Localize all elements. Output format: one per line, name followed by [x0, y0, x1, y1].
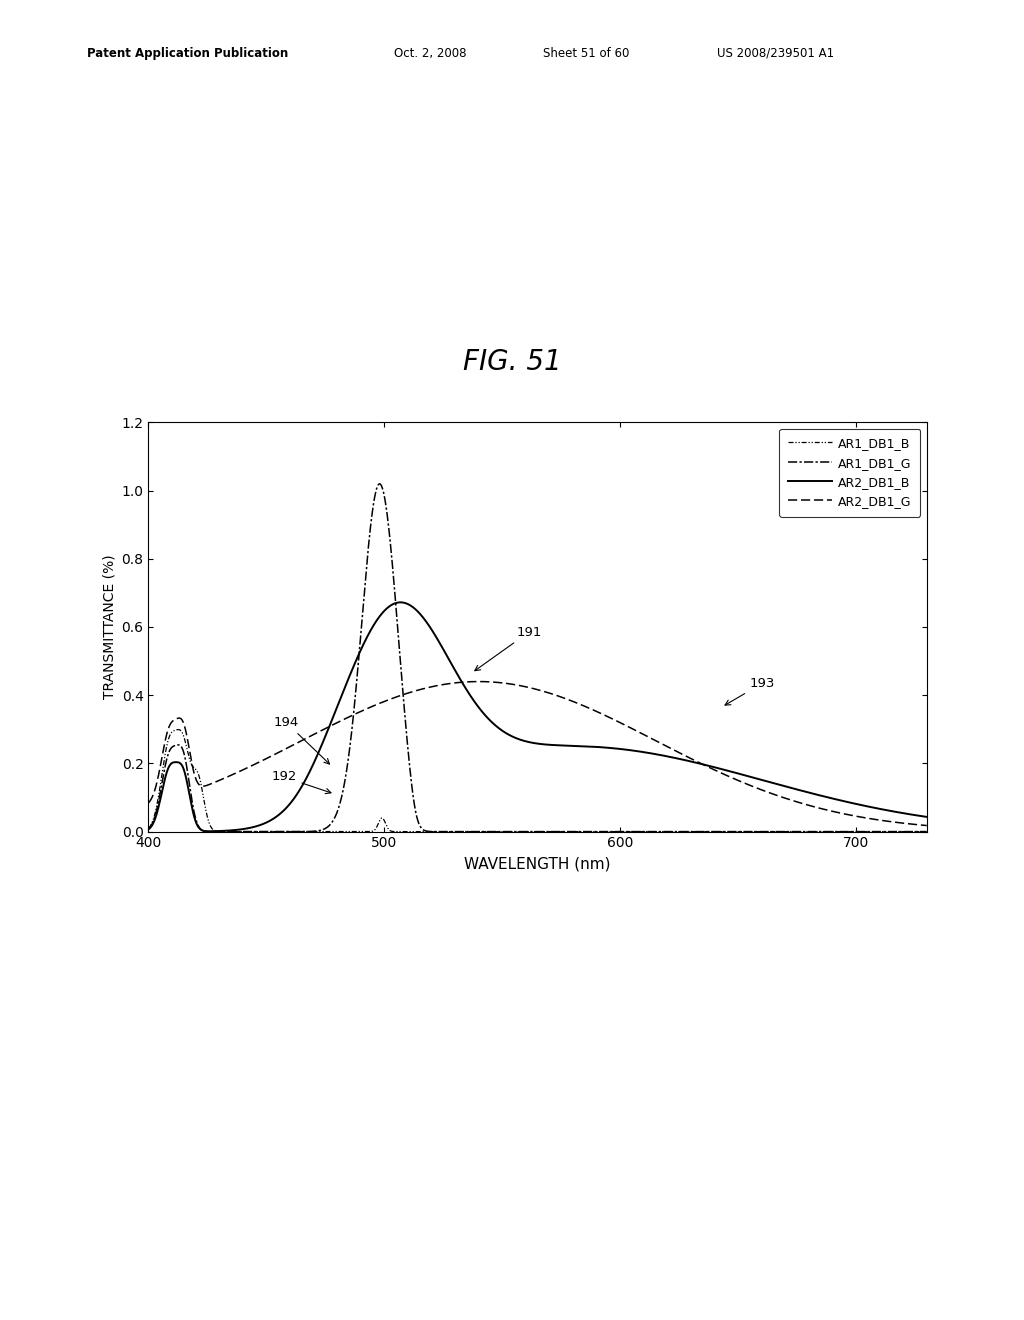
AR1_DB1_G	[142, 821, 155, 837]
AR1_DB1_B	[898, 824, 910, 840]
Line: AR2_DB1_G: AR2_DB1_G	[148, 681, 927, 825]
AR2_DB1_B	[203, 824, 215, 840]
AR1_DB1_B	[142, 821, 155, 837]
AR1_DB1_G	[921, 824, 933, 840]
AR2_DB1_B	[898, 805, 910, 821]
Text: Oct. 2, 2008: Oct. 2, 2008	[394, 46, 467, 59]
AR2_DB1_B	[182, 780, 195, 796]
Text: 192: 192	[271, 771, 331, 793]
Legend: AR1_DB1_B, AR1_DB1_G, AR2_DB1_B, AR2_DB1_G: AR1_DB1_B, AR1_DB1_G, AR2_DB1_B, AR2_DB1…	[779, 429, 921, 517]
AR1_DB1_B	[899, 824, 911, 840]
AR1_DB1_G	[501, 824, 513, 840]
AR2_DB1_B	[142, 821, 155, 837]
Y-axis label: TRANSMITTANCE (%): TRANSMITTANCE (%)	[102, 554, 116, 700]
AR1_DB1_B	[921, 824, 933, 840]
Line: AR1_DB1_G: AR1_DB1_G	[148, 484, 927, 832]
AR2_DB1_B	[521, 734, 534, 750]
Text: Sheet 51 of 60: Sheet 51 of 60	[543, 46, 629, 59]
Text: 194: 194	[273, 715, 330, 764]
AR2_DB1_G	[182, 735, 195, 751]
AR1_DB1_B	[501, 824, 513, 840]
AR2_DB1_G	[501, 676, 513, 692]
Text: US 2008/239501 A1: US 2008/239501 A1	[717, 46, 834, 59]
AR1_DB1_B	[756, 824, 768, 840]
AR1_DB1_G	[898, 824, 910, 840]
Text: 193: 193	[725, 677, 775, 705]
Text: Patent Application Publication: Patent Application Publication	[87, 46, 289, 59]
AR1_DB1_G	[374, 477, 386, 492]
AR1_DB1_G	[521, 824, 534, 840]
X-axis label: WAVELENGTH (nm): WAVELENGTH (nm)	[464, 855, 611, 871]
AR2_DB1_G	[142, 795, 155, 810]
AR2_DB1_G	[898, 816, 910, 832]
Text: FIG. 51: FIG. 51	[463, 347, 561, 376]
AR2_DB1_G	[472, 673, 484, 689]
AR1_DB1_G	[898, 824, 910, 840]
AR1_DB1_B	[172, 722, 184, 738]
AR2_DB1_G	[921, 817, 933, 833]
AR2_DB1_B	[921, 809, 933, 825]
Text: 191: 191	[475, 626, 542, 671]
AR2_DB1_B	[756, 772, 768, 788]
AR2_DB1_B	[394, 594, 407, 610]
AR2_DB1_G	[898, 816, 910, 832]
AR1_DB1_B	[512, 824, 524, 840]
AR2_DB1_B	[501, 726, 513, 742]
AR1_DB1_G	[182, 768, 195, 784]
AR1_DB1_B	[182, 747, 195, 763]
AR2_DB1_G	[756, 781, 768, 797]
Line: AR1_DB1_B: AR1_DB1_B	[148, 730, 927, 832]
AR1_DB1_G	[756, 824, 768, 840]
AR1_DB1_B	[521, 824, 534, 840]
AR2_DB1_B	[899, 805, 911, 821]
Line: AR2_DB1_B: AR2_DB1_B	[148, 602, 927, 832]
AR2_DB1_G	[521, 680, 534, 696]
